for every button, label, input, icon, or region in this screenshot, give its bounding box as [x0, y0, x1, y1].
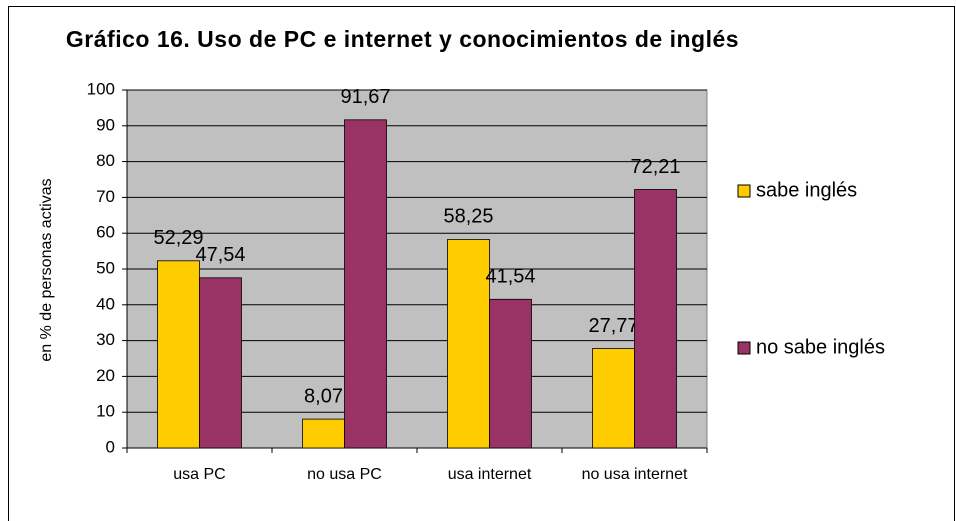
x-tick-label: usa internet — [447, 466, 532, 483]
y-tick-label: 50 — [96, 258, 115, 277]
y-tick-label: 70 — [96, 187, 115, 206]
x-tick-label: no usa PC — [307, 466, 382, 483]
legend-label: sabe inglés — [756, 179, 857, 201]
data-label: 91,67 — [340, 86, 390, 108]
bar — [344, 119, 387, 449]
y-tick-label: 20 — [96, 366, 115, 385]
chart-title: Gráfico 16. Uso de PC e internet y conoc… — [65, 26, 740, 52]
y-tick-label: 90 — [96, 115, 115, 134]
data-label: 27,77 — [588, 315, 638, 337]
data-label: 58,25 — [443, 206, 493, 228]
bar — [157, 260, 200, 449]
legend-label: no sabe inglés — [756, 336, 885, 358]
legend-swatch — [737, 184, 751, 198]
y-tick-label: 100 — [87, 79, 115, 98]
data-label: 47,54 — [195, 244, 245, 266]
x-tick-label: no usa internet — [581, 466, 688, 483]
bar — [489, 298, 532, 449]
y-tick-label: 80 — [96, 151, 115, 170]
legend-swatch — [737, 341, 751, 355]
data-label: 8,07 — [304, 385, 343, 407]
bar — [447, 239, 490, 449]
y-tick-label: 40 — [96, 294, 115, 313]
y-tick-label: 30 — [96, 330, 115, 349]
data-label: 52,29 — [153, 227, 203, 249]
bar — [634, 189, 677, 449]
bar — [302, 418, 345, 449]
y-axis-label: en % de personas activas — [38, 178, 55, 361]
bar — [592, 348, 635, 449]
y-tick-label: 60 — [96, 223, 115, 242]
data-label: 41,54 — [485, 266, 535, 288]
y-tick-label: 10 — [96, 402, 115, 421]
data-label: 72,21 — [630, 156, 680, 178]
y-tick-label: 0 — [106, 437, 115, 456]
x-tick-label: usa PC — [173, 466, 226, 483]
bar — [199, 277, 242, 449]
